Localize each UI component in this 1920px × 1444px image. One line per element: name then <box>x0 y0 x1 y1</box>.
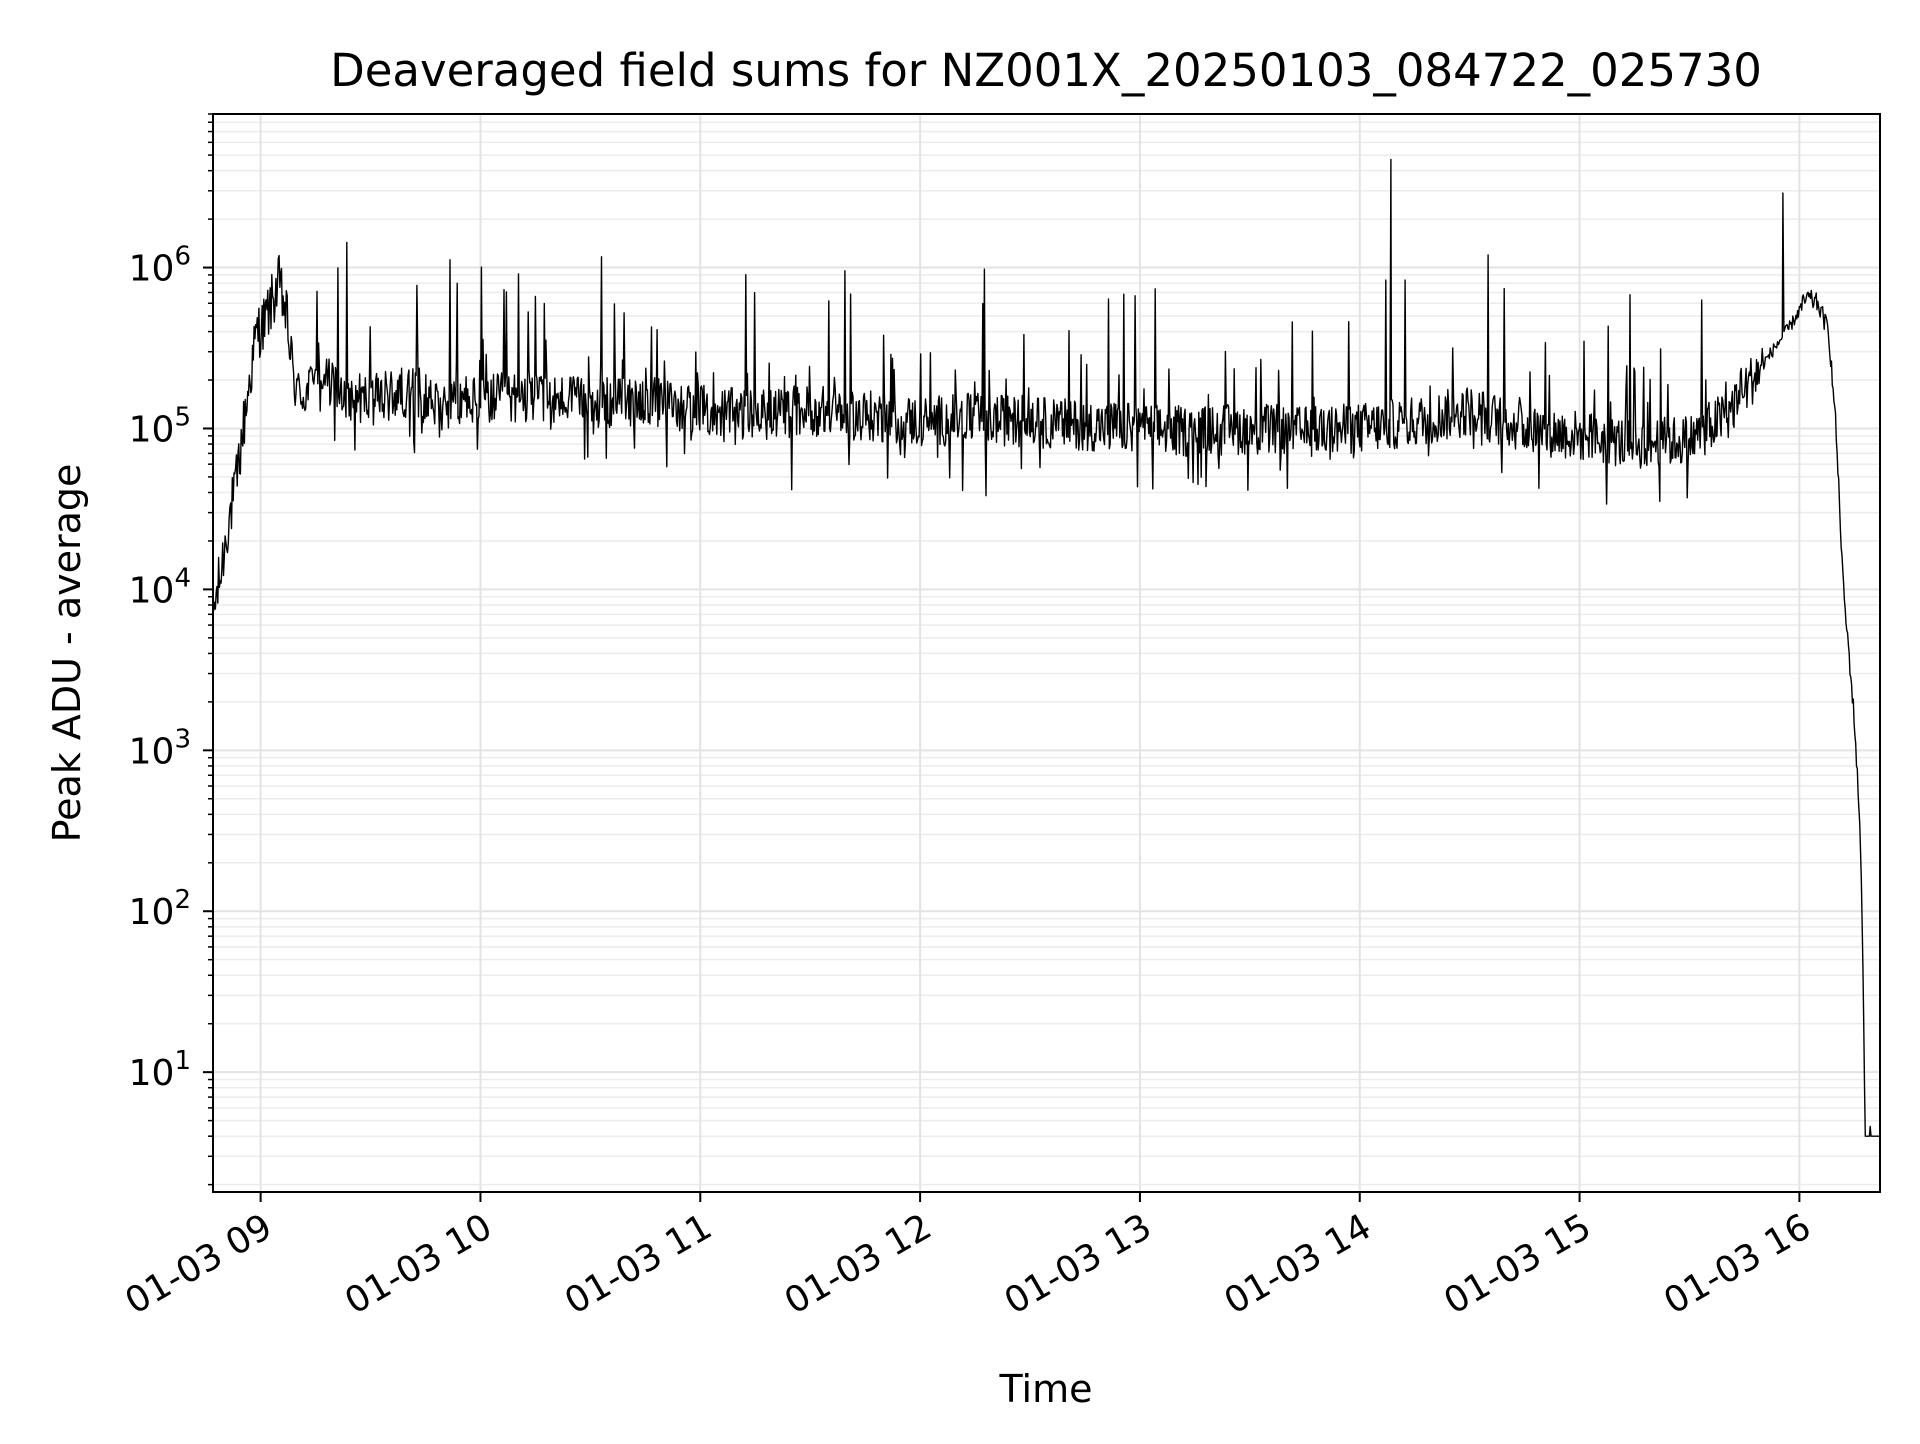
y-tick-label: 101 <box>129 1046 191 1094</box>
plot-frame <box>212 113 1881 1193</box>
series-line <box>212 158 1880 1137</box>
y-tick-label: 102 <box>129 885 191 933</box>
y-axis-label: Peak ADU - average <box>45 464 89 843</box>
y-tick-label: 106 <box>129 242 191 290</box>
series-layer <box>212 158 1880 1137</box>
y-tick-label: 105 <box>129 402 191 450</box>
x-axis-label: Time <box>999 1367 1093 1411</box>
major-grid <box>213 114 1880 1192</box>
y-tick-label: 103 <box>129 724 191 772</box>
chart-title: Deaveraged field sums for NZ001X_2025010… <box>330 44 1762 97</box>
y-axis-ticks: 101 102 103 104 105 106 <box>129 242 213 1094</box>
minor-grid <box>208 113 1880 1186</box>
y-tick-label: 104 <box>129 563 191 611</box>
